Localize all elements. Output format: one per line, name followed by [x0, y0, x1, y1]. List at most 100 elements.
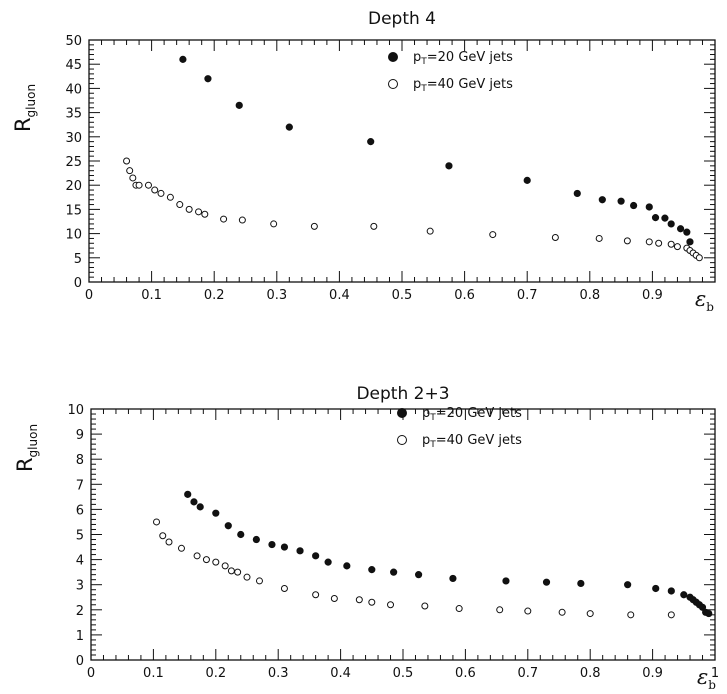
- data-point-open: [193, 552, 201, 560]
- x-tick-label: 0.4: [330, 666, 351, 681]
- x-tick-label: 0.5: [393, 666, 414, 681]
- y-axis-label-main: R: [13, 457, 37, 472]
- y-tick-label: 25: [65, 155, 82, 170]
- data-point-open: [129, 174, 137, 182]
- data-point-filled: [661, 214, 669, 222]
- x-tick-label: 0.3: [266, 288, 287, 303]
- x-axis-label: εb: [697, 665, 716, 692]
- y-axis-label: Rgluon: [13, 424, 40, 472]
- chart-panel-2: Depth 2+30 0.1 0.2 0.3 0.4 0.5 0.6 0.7 0.8 0.9 101…: [13, 384, 719, 692]
- x-tick-label: 1: [711, 666, 719, 681]
- data-point-filled: [449, 574, 457, 583]
- y-tick-label: 10: [65, 228, 82, 243]
- data-point-open: [126, 167, 134, 175]
- data-point-open: [586, 610, 594, 618]
- data-point-open: [157, 189, 165, 197]
- y-tick-label: 20: [65, 179, 82, 194]
- plot-frame: [90, 408, 716, 661]
- y-axis-label-main: R: [11, 117, 35, 132]
- data-point-filled: [630, 201, 638, 210]
- y-tick-label: 2: [76, 604, 84, 619]
- data-point-open: [202, 556, 210, 564]
- data-point-open: [312, 591, 320, 599]
- data-point-open: [177, 544, 185, 552]
- data-point-open: [524, 607, 532, 615]
- data-point-filled: [414, 571, 423, 579]
- data-point-filled: [502, 577, 510, 585]
- y-tick-label: 45: [65, 58, 82, 73]
- data-point-filled: [252, 535, 260, 544]
- data-point-filled: [624, 581, 632, 589]
- data-point-open: [645, 238, 653, 246]
- data-point-open: [243, 573, 251, 581]
- data-point-open: [221, 562, 229, 570]
- data-point-open: [151, 186, 159, 194]
- data-point-filled: [617, 197, 625, 205]
- legend-label-sub: T: [429, 440, 436, 450]
- x-tick-label: 0.5: [392, 288, 413, 303]
- x-tick-label: 0.9: [642, 666, 663, 681]
- data-point-filled: [296, 547, 304, 555]
- x-tick-label: 0.4: [329, 288, 350, 303]
- data-point-filled: [204, 75, 212, 83]
- legend-label-rest: =20 GeV jets: [436, 406, 522, 421]
- y-tick-label: 7: [76, 478, 84, 493]
- data-point-filled: [667, 587, 675, 595]
- data-point-filled: [324, 558, 332, 566]
- series-1: [179, 55, 694, 246]
- data-point-open: [551, 233, 559, 241]
- data-point-open: [330, 595, 338, 603]
- data-point-filled: [705, 609, 713, 618]
- y-tick-label: 8: [76, 453, 84, 468]
- y-tick-label: 50: [65, 34, 82, 49]
- data-point-open: [176, 201, 184, 209]
- data-point-filled: [224, 522, 232, 530]
- y-tick-label: 3: [76, 579, 84, 594]
- data-point-filled: [445, 162, 453, 170]
- data-point-open: [496, 606, 504, 614]
- data-point-open: [195, 208, 203, 216]
- x-tick-label: 0.6: [455, 666, 476, 681]
- data-point-open: [558, 608, 566, 616]
- data-point-open: [212, 558, 220, 566]
- data-point-open: [695, 254, 703, 262]
- y-tick-label: 6: [76, 503, 84, 518]
- x-axis-label-sub: b: [706, 300, 714, 314]
- x-tick-label: 0.1: [143, 666, 164, 681]
- data-point-filled: [212, 509, 220, 517]
- data-point-open: [426, 227, 434, 235]
- x-tick-label: 0.2: [205, 666, 226, 681]
- data-point-filled: [367, 138, 375, 146]
- data-point-open: [627, 611, 635, 619]
- data-point-filled: [698, 603, 707, 611]
- data-point-open: [201, 210, 209, 218]
- y-tick-label: 5: [74, 252, 82, 267]
- data-point-open: [667, 240, 675, 248]
- chart-title: Depth 2+3: [356, 384, 449, 404]
- x-axis-label: εb: [695, 287, 714, 314]
- data-point-open: [355, 596, 363, 604]
- data-point-filled: [683, 228, 691, 236]
- data-point-filled: [280, 543, 289, 551]
- data-point-filled: [390, 568, 398, 576]
- data-point-open: [166, 193, 174, 201]
- data-point-filled: [645, 203, 653, 211]
- legend-label-main: p: [413, 77, 421, 92]
- y-tick-label: 0: [76, 654, 84, 669]
- legend-label-sub: T: [420, 57, 427, 67]
- data-point-filled: [577, 579, 585, 588]
- chart-title: Depth 4: [368, 9, 436, 29]
- chart-panel-1: Depth 4 0 0.1 0.2 0.3 0.4 0.5 0.6 0.7 0.8 0.9 0 5 10 1…: [11, 9, 716, 314]
- data-point-filled: [598, 196, 606, 204]
- data-point-filled: [190, 498, 198, 506]
- data-point-open: [667, 611, 675, 619]
- legend-label-1: pT=20 GeV jets: [422, 406, 522, 423]
- data-point-filled: [651, 214, 660, 222]
- data-point-filled: [184, 490, 192, 498]
- data-point-open: [135, 181, 143, 189]
- data-point-filled: [235, 101, 243, 109]
- data-point-filled: [686, 238, 694, 246]
- x-tick-label: 0.8: [579, 288, 600, 303]
- data-point-filled: [268, 540, 276, 549]
- data-point-filled: [196, 503, 204, 511]
